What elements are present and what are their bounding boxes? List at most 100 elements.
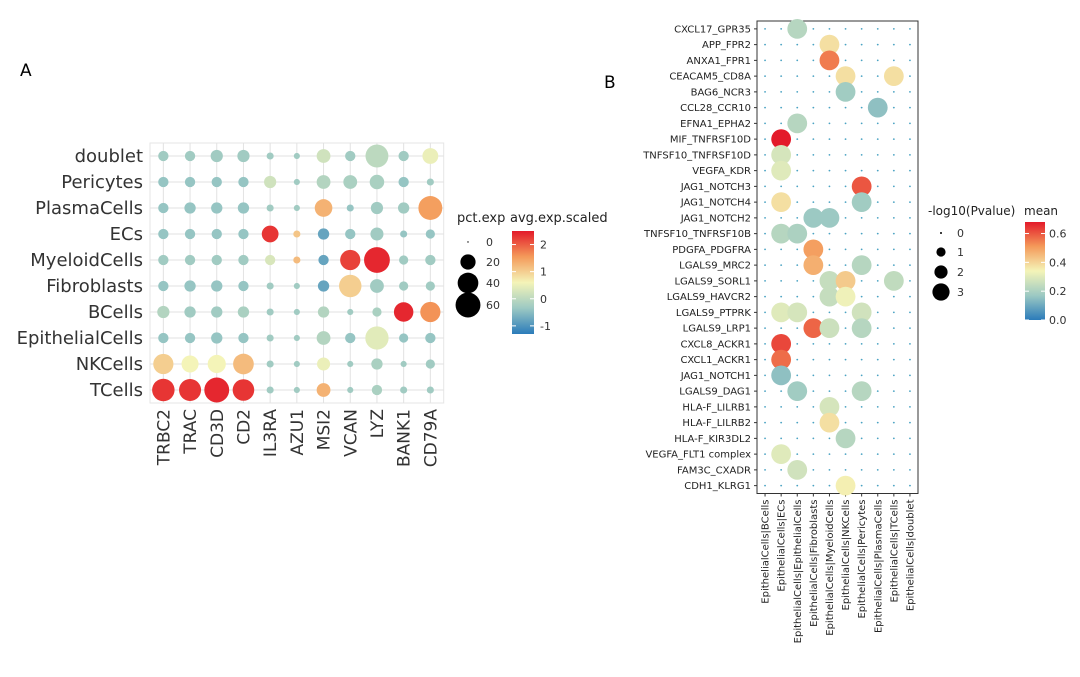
panel-a-y-label-plasmacells: PlasmaCells (35, 198, 143, 219)
panel-b-size-legend-title: -log10(Pvalue) (928, 204, 1015, 218)
panel-b-empty-dot (764, 122, 766, 125)
panel-b-empty-dot (796, 279, 799, 282)
panel-a-dot-doublet-trac (184, 150, 196, 162)
panel-b-y-label-ceacam5-cd8a: CEACAM5_CD8A (669, 72, 751, 83)
panel-a-dot-fibroblasts-cd3d (211, 280, 223, 292)
panel-b-empty-dot (892, 169, 895, 172)
panel-b-empty-dot (844, 59, 847, 62)
panel-b-x-label-epithelialcells-ecs: EpithelialCells|ECs (777, 500, 788, 592)
panel-b-empty-dot (892, 43, 895, 46)
panel-b-empty-dot (828, 311, 831, 314)
panel-a-y-label-nkcells: NKCells (76, 354, 143, 375)
panel-a-dot-doublet-il3ra (266, 152, 274, 160)
panel-a-dot-doublet-cd79a (422, 148, 439, 164)
panel-b-empty-dot (909, 390, 911, 393)
panel-b-empty-dot (892, 106, 895, 109)
panel-a-size-legend-dot-0 (467, 241, 469, 243)
panel-b-y-label-lgals9-dag1: LGALS9_DAG1 (679, 387, 751, 398)
panel-a-x-label-cd79a: CD79A (421, 409, 441, 468)
panel-b-empty-dot (892, 390, 895, 393)
panel-a-dot-ecs-msi2 (317, 228, 330, 240)
panel-b-empty-dot (909, 327, 911, 330)
panel-a-dot-epithelialcells-il3ra (266, 334, 274, 342)
panel-b-empty-dot (796, 216, 799, 219)
panel-b-dot-lgals9-sorl1-epithelialcells-myeloidcells (819, 270, 840, 291)
panel-a-dot-doublet-trbc2 (158, 150, 169, 162)
panel-b-empty-dot (796, 138, 799, 141)
panel-b-empty-dot (796, 342, 799, 345)
panel-b-empty-dot (828, 342, 831, 345)
panel-b-empty-dot (780, 43, 783, 46)
panel-a-y-label-tcells: TCells (89, 380, 143, 401)
panel-a-dot-nkcells-lyz (371, 358, 383, 370)
panel-b-empty-dot (844, 43, 847, 46)
panel-a-dot-pericytes-vcan (343, 175, 358, 189)
panel-b-y-label-lgals9-ptprk: LGALS9_PTPRK (676, 308, 752, 319)
panel-b-dot-lgals9-sorl1-epithelialcells-nkcells (835, 270, 856, 291)
panel-b-empty-dot (876, 484, 879, 487)
panel-a-dot-myeloidcells-trac (184, 254, 196, 266)
panel-b-dot-cxcl8-ackr1-epithelialcells-ecs (771, 333, 792, 354)
panel-b-empty-dot (909, 216, 911, 219)
panel-b-empty-dot (844, 264, 847, 267)
panel-a-dot-plasmacells-il3ra (266, 204, 274, 212)
panel-b-empty-dot (876, 390, 879, 393)
panel-a-dot-myeloidcells-il3ra (264, 254, 276, 266)
panel-b-empty-dot (828, 75, 831, 78)
panel-b-y-label-bag6-ncr3: BAG6_NCR3 (691, 87, 751, 98)
panel-a-dot-nkcells-il3ra (266, 360, 274, 368)
panel-b-dot-jag1-notch1-epithelialcells-ecs (771, 365, 792, 386)
panel-b-empty-dot (764, 90, 766, 93)
panel-a-dot-ecs-vcan (345, 228, 356, 240)
panel-b-empty-dot (812, 138, 815, 141)
panel-b-empty-dot (844, 390, 847, 393)
panel-a-size-legend-label-60: 60 (486, 299, 500, 312)
panel-b-empty-dot (780, 106, 783, 109)
panel-b-empty-dot (876, 185, 879, 188)
panel-b-empty-dot (812, 43, 815, 46)
panel-b-empty-dot (892, 342, 895, 345)
panel-b-dot-anxa1-fpr1-epithelialcells-myeloidcells (819, 50, 840, 71)
panel-b-empty-dot (876, 405, 879, 408)
panel-b-x-label-epithelialcells-bcells: EpithelialCells|BCells (761, 500, 772, 604)
panel-b-y-label-anxa1-fpr1: ANXA1_FPR1 (687, 56, 751, 67)
panel-a-dot-bcells-cd3d (211, 306, 223, 318)
panel-b-empty-dot (796, 201, 799, 204)
panel-b-empty-dot (844, 216, 847, 219)
panel-b-empty-dot (876, 232, 879, 235)
panel-a-dot-tcells-cd3d (204, 377, 230, 403)
panel-b-empty-dot (909, 75, 911, 78)
panel-b-empty-dot (909, 437, 911, 440)
panel-b-empty-dot (812, 279, 815, 282)
panel-b-empty-dot (892, 437, 895, 440)
panel-b-empty-dot (812, 232, 815, 235)
panel-b-empty-dot (764, 43, 766, 46)
panel-b-empty-dot (892, 327, 895, 330)
panel-b-size-legend-dot-3 (932, 283, 950, 301)
panel-b-empty-dot (828, 169, 831, 172)
panel-a-dot-epithelialcells-vcan (345, 332, 356, 344)
panel-b-empty-dot (780, 185, 783, 188)
panel-b-color-legend-label-0-0: 0.0 (1049, 314, 1067, 327)
panel-b-empty-dot (780, 484, 783, 487)
panel-a-dot-bcells-cd2 (237, 306, 250, 318)
panel-a-dot-myeloidcells-azu1 (293, 256, 301, 264)
panel-b-empty-dot (860, 153, 863, 156)
panel-a-dot-myeloidcells-trbc2 (158, 254, 169, 266)
panel-b-empty-dot (860, 216, 863, 219)
panel-b-empty-dot (892, 185, 895, 188)
panel-a-dot-bcells-azu1 (293, 308, 300, 316)
panel-b-empty-dot (860, 374, 863, 377)
panel-a-dot-fibroblasts-cd79a (425, 281, 435, 291)
panel-a-dot-plasmacells-trac (184, 202, 196, 214)
panel-a-dot-pericytes-trbc2 (158, 176, 169, 188)
panel-b-empty-dot (780, 216, 783, 219)
panel-b-dot-lgals9-mrc2-epithelialcells-fibroblasts (803, 255, 824, 276)
panel-b-empty-dot (780, 437, 783, 440)
panel-b-empty-dot (844, 421, 847, 424)
panel-a-x-label-azu1: AZU1 (288, 409, 308, 456)
panel-b-color-legend-label-0-2: 0.2 (1049, 285, 1067, 298)
panel-b-empty-dot (860, 75, 863, 78)
panel-b-empty-dot (764, 75, 766, 78)
